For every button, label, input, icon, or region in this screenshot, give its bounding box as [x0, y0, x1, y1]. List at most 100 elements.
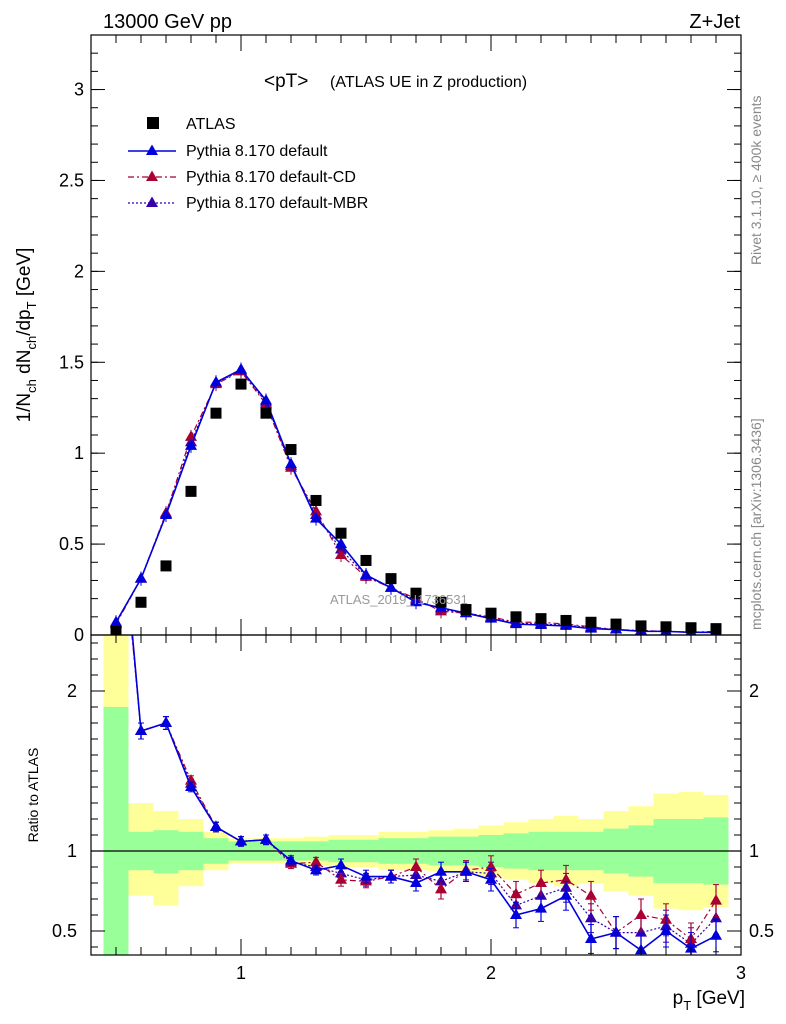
legend: ATLAS Pythia 8.170 default Pythia 8.170 … [128, 116, 368, 212]
main-point-default [210, 375, 222, 387]
band-inner-bin [103, 707, 129, 955]
ratio-point-default [610, 926, 622, 937]
ratio-ytick-label-left: 1 [67, 841, 77, 861]
ratio-point-default [560, 889, 572, 900]
ratio-point-cd [335, 873, 347, 884]
main-point-default [310, 512, 322, 523]
main-point-default [110, 615, 122, 627]
ratio-point-mbr [585, 911, 597, 923]
plot-title-sub: (ATLAS UE in Z production) [330, 74, 527, 91]
mcplots-label: mcplots.cern.ch [arXiv:1306.3436] [748, 418, 764, 630]
main-point-atlas [435, 596, 447, 608]
main-point-atlas [260, 407, 272, 419]
main-point-atlas [235, 378, 247, 390]
main-point-atlas [185, 485, 197, 497]
ratio-point-default [135, 724, 147, 735]
main-point-atlas [510, 611, 522, 623]
ratio-frame [90, 634, 742, 956]
ratio-point-default [410, 876, 422, 887]
main-ytick-label: 1 [74, 443, 84, 463]
main-point-default [360, 568, 372, 579]
main-ytick-label: 2 [74, 261, 84, 281]
main-point-atlas [660, 621, 672, 633]
main-point-atlas [485, 607, 497, 619]
ratio-point-mbr [110, 453, 122, 464]
main-point-atlas [635, 620, 647, 632]
ratio-point-default [210, 820, 222, 831]
ratio-xtick-label: 2 [486, 963, 496, 983]
legend-label-atlas: ATLAS [186, 116, 236, 133]
ratio-point-cd [410, 860, 422, 871]
ratio-ytick-label-left: 2 [67, 681, 77, 701]
main-point-atlas [135, 596, 147, 608]
ratio-y-axis-title: Ratio to ATLAS [25, 748, 41, 843]
ratio-point-default [310, 863, 322, 875]
plot-title-main: <pT> [264, 71, 308, 92]
main-point-default [235, 363, 247, 374]
rivet-version-label: Rivet 3.1.10, ≥ 400k events [748, 95, 764, 265]
main-ytick-label: 3 [74, 80, 84, 100]
main-point-default [185, 439, 197, 450]
process-label: Z+Jet [689, 11, 740, 33]
main-point-default [510, 617, 522, 629]
main-point-default [410, 595, 422, 607]
main-point-atlas [310, 494, 322, 506]
main-ytick-label: 2.5 [59, 170, 84, 190]
ratio-point-default [360, 870, 372, 881]
main-ytick-label: 1.5 [59, 352, 84, 372]
legend-marker-default [146, 144, 158, 155]
ratio-ytick-label-left: 0.5 [52, 921, 77, 941]
main-point-atlas [385, 573, 397, 585]
ratio-xtick-label: 1 [236, 963, 246, 983]
ratio-point-default [385, 870, 397, 881]
main-point-default [285, 457, 297, 469]
main-point-cd [335, 548, 347, 559]
collision-label: 13000 GeV pp [103, 11, 232, 33]
ratio-point-default [460, 865, 472, 876]
legend-marker-atlas [147, 117, 159, 129]
main-point-atlas [360, 554, 372, 566]
main-point-default [135, 572, 147, 583]
ratio-point-cd [110, 461, 122, 472]
main-point-atlas [335, 527, 347, 539]
legend-label-cd: Pythia 8.170 default-CD [186, 169, 356, 186]
main-point-atlas [410, 587, 422, 599]
legend-marker-mbr [146, 196, 158, 207]
main-point-default [260, 393, 272, 405]
ratio-point-default [285, 854, 297, 865]
main-point-default [160, 508, 172, 519]
band-inner-bin [153, 830, 179, 874]
ratio-plot-area [91, 445, 741, 955]
ratio-point-default [235, 834, 247, 846]
ratio-point-default [435, 865, 447, 876]
ratio-point-default [710, 929, 722, 940]
main-point-atlas [160, 560, 172, 572]
ratio-point-default [535, 902, 547, 913]
ratio-point-default [110, 445, 122, 456]
main-point-atlas [210, 407, 222, 419]
ratio-point-default [510, 908, 522, 919]
ratio-point-cd [710, 894, 722, 905]
main-point-default [385, 581, 397, 592]
ratio-ytick-label-right: 2 [749, 681, 759, 701]
ratio-ytick-label-right: 0.5 [749, 921, 774, 941]
ratio-point-cd [310, 855, 322, 867]
main-point-atlas [460, 604, 472, 616]
ratio-point-cd [585, 889, 597, 900]
main-ytick-label: 0 [74, 625, 84, 645]
legend-marker-cd [146, 170, 158, 181]
ratio-point-default [260, 833, 272, 844]
main-ytick-label: 0.5 [59, 534, 84, 554]
ratio-point-cd [435, 882, 447, 894]
main-point-atlas [610, 618, 622, 630]
ratio-xtick-label: 3 [736, 963, 746, 983]
ratio-point-cd [535, 876, 547, 887]
main-point-default [335, 537, 347, 549]
legend-label-default: Pythia 8.170 default [186, 143, 328, 160]
legend-label-mbr: Pythia 8.170 default-MBR [186, 195, 368, 212]
ratio-point-default [585, 932, 597, 943]
ratio-point-cd [510, 887, 522, 899]
main-point-atlas [585, 616, 597, 628]
axes: 0 0.5 1 1.5 2 2.5 3 0.5 0.5 1 1 2 2 1 2 3 [52, 34, 774, 983]
main-point-atlas [535, 613, 547, 625]
